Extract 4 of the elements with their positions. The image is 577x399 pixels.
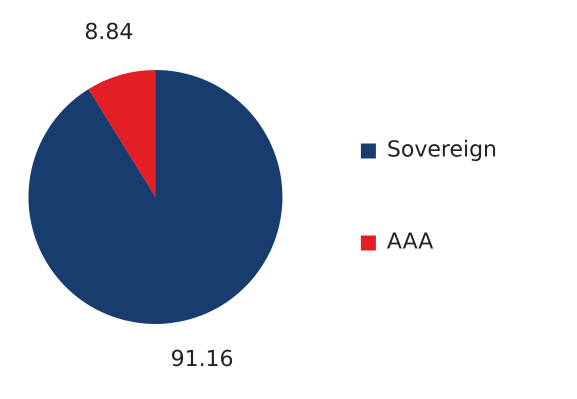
data-label: 8.84	[84, 20, 134, 46]
legend-label: Sovereign	[386, 138, 498, 163]
data-label: 91.16	[170, 347, 234, 372]
legend-label: AAA	[386, 230, 434, 255]
